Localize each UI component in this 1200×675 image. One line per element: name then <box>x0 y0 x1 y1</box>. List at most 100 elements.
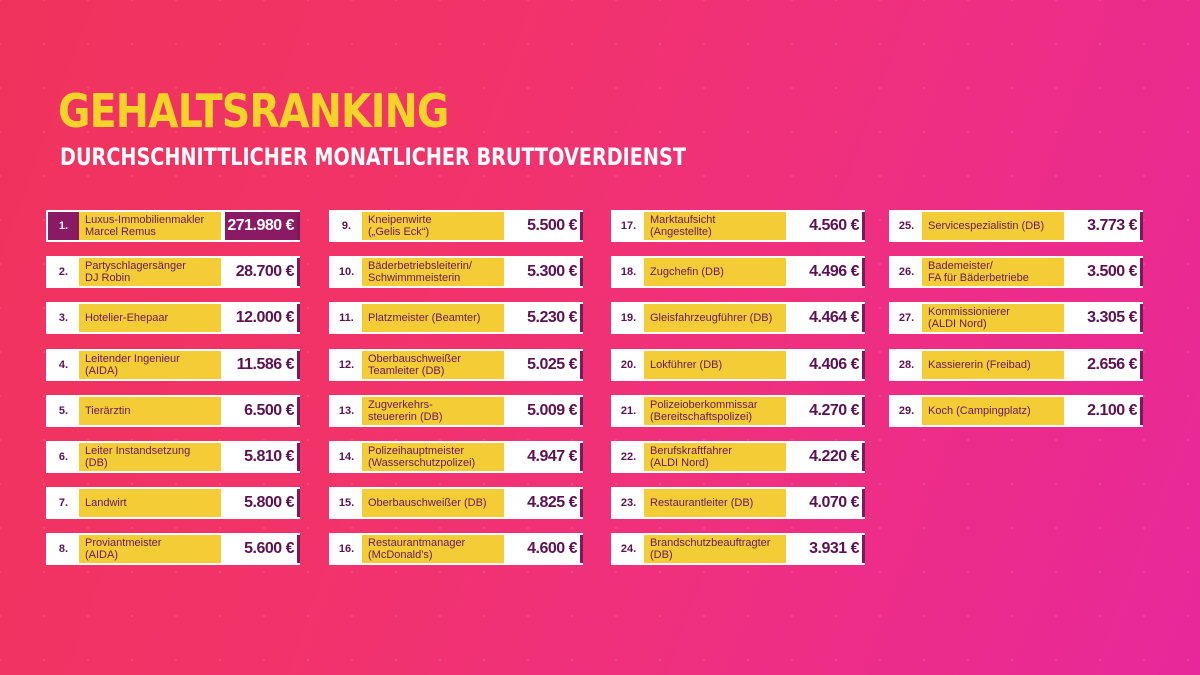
rank-number: 10. <box>331 258 362 287</box>
job-title: Restaurantmanager (McDonald’s) <box>362 535 504 564</box>
row-divider <box>1064 304 1068 333</box>
ranking-row: 16. Restaurantmanager (McDonald’s) 4.600 € <box>329 533 583 566</box>
row-divider <box>504 396 508 425</box>
rank-number: 8. <box>48 535 79 564</box>
row-divider <box>221 212 225 240</box>
rank-number: 24. <box>613 535 644 564</box>
salary-amount: 4.560 € <box>790 212 865 240</box>
ranking-row: 27. Kommissionierer (ALDI Nord) 3.305 € <box>889 302 1143 335</box>
job-title: Hotelier-Ehepaar <box>79 304 221 333</box>
job-title: Kneipenwirte („Gelis Eck“) <box>362 212 504 240</box>
salary-amount: 2.100 € <box>1068 396 1143 425</box>
rank-number: 17. <box>613 212 644 240</box>
row-divider <box>786 258 790 287</box>
rank-number: 11. <box>331 304 362 333</box>
ranking-row: 7. Landwirt 5.800 € <box>46 487 300 520</box>
ranking-row: 18. Zugchefin (DB) 4.496 € <box>611 256 865 289</box>
row-divider <box>221 442 225 471</box>
rank-number: 13. <box>331 396 362 425</box>
row-divider <box>504 258 508 287</box>
ranking-row: 19. Gleisfahrzeugführer (DB) 4.464 € <box>611 302 865 335</box>
salary-amount: 3.931 € <box>790 535 865 564</box>
job-title: Polizeioberkommissar (Bereitschaftspoliz… <box>644 396 786 425</box>
rank-number: 28. <box>891 350 922 379</box>
job-title: Berufskraftfahrer (ALDI Nord) <box>644 442 786 471</box>
salary-amount: 4.270 € <box>790 396 865 425</box>
job-title: Bäderbetriebsleiterin/ Schwimmmeisterin <box>362 258 504 287</box>
ranking-column-3: 17. Marktaufsicht (Angestellte) 4.560 € 18.… <box>611 210 865 580</box>
job-title: Servicespezialistin (DB) <box>922 212 1064 240</box>
ranking-row: 11. Platzmeister (Beamter) 5.230 € <box>329 302 583 335</box>
rank-number: 19. <box>613 304 644 333</box>
ranking-row: 5. Tierärztin 6.500 € <box>46 394 300 427</box>
rank-number: 12. <box>331 350 362 379</box>
row-divider <box>221 489 225 518</box>
job-title: Tierärztin <box>79 396 221 425</box>
salary-amount: 28.700 € <box>225 258 300 287</box>
ranking-row: 14. Polizeihauptmeister (Wasserschutzpoli… <box>329 440 583 473</box>
row-divider <box>504 304 508 333</box>
ranking-row: 24. Brandschutzbeauftragter (DB) 3.931 € <box>611 533 865 566</box>
row-divider <box>1064 258 1068 287</box>
row-divider <box>786 350 790 379</box>
ranking-row: 28. Kassiererin (Freibad) 2.656 € <box>889 348 1143 381</box>
row-divider <box>221 535 225 564</box>
ranking-row: 1. Luxus-Immobilienmakler Marcel Remus 271… <box>46 210 300 242</box>
salary-amount: 5.025 € <box>508 350 583 379</box>
row-divider <box>221 258 225 287</box>
job-title: Leitender Ingenieur (AIDA) <box>79 350 221 379</box>
rank-number: 9. <box>331 212 362 240</box>
rank-number: 27. <box>891 304 922 333</box>
salary-amount: 5.230 € <box>508 304 583 333</box>
rank-number: 6. <box>48 442 79 471</box>
job-title: Platzmeister (Beamter) <box>362 304 504 333</box>
rank-number: 14. <box>331 442 362 471</box>
ranking-row: 15. Oberbauschweißer (DB) 4.825 € <box>329 487 583 520</box>
row-divider <box>221 304 225 333</box>
ranking-row: 26. Bademeister/ FA für Bäderbetriebe 3.50… <box>889 256 1143 289</box>
ranking-row: 25. Servicespezialistin (DB) 3.773 € <box>889 210 1143 242</box>
salary-amount: 4.496 € <box>790 258 865 287</box>
row-divider <box>504 489 508 518</box>
rank-number: 26. <box>891 258 922 287</box>
job-title: Koch (Campingplatz) <box>922 396 1064 425</box>
row-divider <box>786 304 790 333</box>
rank-number: 20. <box>613 350 644 379</box>
row-divider <box>221 350 225 379</box>
salary-amount: 4.825 € <box>508 489 583 518</box>
job-title: Landwirt <box>79 489 221 518</box>
salary-amount: 5.810 € <box>225 442 300 471</box>
row-divider <box>504 350 508 379</box>
job-title: Leiter Instandsetzung (DB) <box>79 442 221 471</box>
salary-amount: 2.656 € <box>1068 350 1143 379</box>
rank-number: 21. <box>613 396 644 425</box>
ranking-row: 17. Marktaufsicht (Angestellte) 4.560 € <box>611 210 865 242</box>
row-divider <box>504 442 508 471</box>
rank-number: 4. <box>48 350 79 379</box>
job-title: Marktaufsicht (Angestellte) <box>644 212 786 240</box>
rank-number: 16. <box>331 535 362 564</box>
job-title: Brandschutzbeauftragter (DB) <box>644 535 786 564</box>
row-divider <box>786 489 790 518</box>
salary-amount: 12.000 € <box>225 304 300 333</box>
page-title: GEHALTSRANKING <box>58 84 449 138</box>
job-title: Kassiererin (Freibad) <box>922 350 1064 379</box>
salary-amount: 5.500 € <box>508 212 583 240</box>
ranking-row: 20. Lokführer (DB) 4.406 € <box>611 348 865 381</box>
row-divider <box>786 396 790 425</box>
row-divider <box>1064 350 1068 379</box>
salary-amount: 271.980 € <box>225 212 300 240</box>
row-divider <box>221 396 225 425</box>
job-title: Lokführer (DB) <box>644 350 786 379</box>
job-title: Luxus-Immobilienmakler Marcel Remus <box>79 212 221 240</box>
rank-number: 3. <box>48 304 79 333</box>
ranking-row: 10. Bäderbetriebsleiterin/ Schwimmmeister… <box>329 256 583 289</box>
row-divider <box>786 212 790 240</box>
rank-number: 29. <box>891 396 922 425</box>
ranking-row: 29. Koch (Campingplatz) 2.100 € <box>889 394 1143 427</box>
row-divider <box>786 442 790 471</box>
job-title: Zugchefin (DB) <box>644 258 786 287</box>
salary-amount: 5.009 € <box>508 396 583 425</box>
ranking-row: 6. Leiter Instandsetzung (DB) 5.810 € <box>46 440 300 473</box>
ranking-row: 23. Restaurantleiter (DB) 4.070 € <box>611 487 865 520</box>
